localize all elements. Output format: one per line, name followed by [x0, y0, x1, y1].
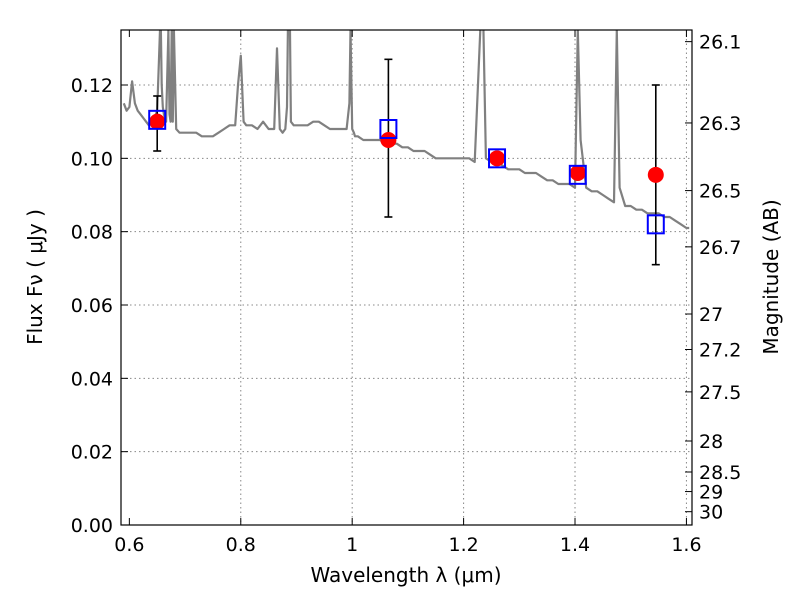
grid-lines — [121, 30, 692, 525]
magnitude-tick-label: 28 — [699, 431, 723, 453]
magnitude-tick-label: 29 — [699, 482, 723, 504]
magnitude-tick-label: 26.7 — [699, 237, 741, 259]
magnitude-tick-label: 30 — [699, 502, 723, 524]
y-tick-label: 0.08 — [71, 222, 113, 244]
y-tick-label: 0.02 — [71, 442, 113, 464]
model-flux-marker — [379, 119, 398, 139]
axis-ticks: 0.6 0.8 1 1.2 1.4 1.6 0.00 0.02 0.04 0.06 0.08 0.10… — [71, 30, 741, 556]
observed-flux-point — [149, 113, 166, 130]
x-tick-label: 1.6 — [671, 534, 701, 556]
x-tick-label: 0.8 — [226, 534, 256, 556]
y-tick-label: 0.00 — [71, 515, 113, 537]
y-tick-label: 0.12 — [71, 75, 113, 97]
y-tick-label: 0.04 — [71, 368, 113, 390]
magnitude-tick-label: 27.5 — [699, 382, 741, 404]
x-tick-label: 1.4 — [560, 534, 590, 556]
model-flux-marker — [568, 164, 587, 185]
magnitude-tick-label: 27 — [699, 304, 723, 326]
model-flux-marker — [646, 214, 665, 235]
x-tick-label: 1.2 — [448, 534, 478, 556]
magnitude-tick-label: 27.2 — [699, 340, 741, 362]
x-tick-label: 1 — [346, 534, 358, 556]
model-flux-marker — [488, 148, 507, 169]
magnitude-tick-label: 26.5 — [699, 181, 741, 203]
magnitude-tick-label: 28.5 — [699, 462, 741, 484]
x-axis-title: Wavelength λ (μm) — [310, 563, 501, 587]
plot-area — [122, 30, 690, 266]
template-spectrum-line — [122, 30, 690, 230]
x-tick-label: 0.6 — [114, 534, 144, 556]
observed-flux-point — [647, 166, 664, 183]
observed-flux-point — [489, 150, 506, 167]
observed-flux-point — [380, 132, 397, 148]
y2-axis-title: Magnitude (AB) — [759, 199, 783, 354]
y-tick-label: 0.10 — [71, 148, 113, 170]
magnitude-tick-label: 26.3 — [699, 113, 741, 135]
y-axis-title: Flux Fν ( μJy ) — [23, 209, 47, 345]
y-tick-label: 0.06 — [71, 295, 113, 317]
magnitude-tick-label: 26.1 — [699, 32, 741, 54]
observed-flux-point — [569, 165, 586, 181]
model-flux-marker — [148, 109, 167, 130]
plot-frame — [120, 29, 693, 526]
